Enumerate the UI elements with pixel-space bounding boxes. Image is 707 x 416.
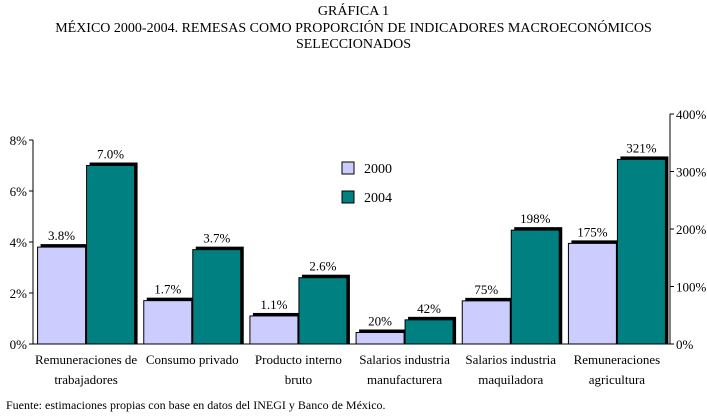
bar-2000 (461, 300, 511, 345)
legend-label: 2000 (364, 162, 392, 177)
source-note: Fuente: estimaciones propias con base en… (6, 398, 386, 412)
bar-2000 (355, 332, 405, 345)
right-axis-tick-label: 400% (676, 107, 707, 122)
bar-2004 (404, 319, 454, 345)
legend-label: 2004 (364, 191, 392, 206)
x-axis-category-label: Salarios industria (465, 352, 556, 367)
right-axis-tick-label: 0% (676, 337, 694, 352)
right-axis-tick-label: 100% (676, 280, 707, 295)
x-axis-category-label: trabajadores (54, 372, 118, 387)
bar-2000 (249, 315, 299, 345)
bar-2004 (510, 229, 560, 345)
data-label: 2.6% (309, 259, 336, 274)
x-axis-category-label: Salarios industria (359, 352, 450, 367)
left-axis-tick-label: 8% (10, 133, 28, 148)
bar-2004 (86, 165, 136, 345)
data-label: 3.7% (203, 231, 230, 246)
data-label: 198% (520, 211, 551, 226)
chart-title-line-2: MÉXICO 2000-2004. REMESAS COMO PROPORCIÓ… (55, 21, 652, 36)
left-axis-tick-label: 0% (10, 337, 28, 352)
bar-2004 (298, 277, 348, 345)
data-label: 321% (626, 140, 657, 155)
x-axis-category-label: manufacturera (367, 372, 442, 387)
bar-2004 (616, 158, 666, 345)
right-axis-tick-label: 200% (676, 222, 707, 237)
x-axis-category-label: Remuneraciones de (35, 352, 137, 367)
left-axis-tick-label: 6% (10, 184, 28, 199)
x-axis-category-label: Consumo privado (146, 352, 239, 367)
x-axis-category-label: Remuneraciones (574, 352, 661, 367)
x-axis-category-label: Producto interno (255, 352, 342, 367)
legend-swatch (341, 161, 355, 175)
x-axis-category-label: maquiladora (478, 372, 543, 387)
data-label: 75% (474, 282, 498, 297)
data-label: 175% (577, 224, 608, 239)
legend-swatch (341, 190, 355, 204)
chart-title-line-3: SELECCIONADOS (295, 37, 412, 52)
bar-2000 (567, 242, 617, 345)
data-label: 1.7% (154, 282, 181, 297)
bar-2000 (37, 246, 87, 345)
left-axis-tick-label: 4% (10, 235, 28, 250)
left-axis-tick-label: 2% (10, 286, 28, 301)
chart-title: GRÁFICA 1 (317, 4, 390, 19)
bar-2004 (192, 249, 242, 345)
data-label: 1.1% (260, 297, 287, 312)
data-label: 20% (368, 314, 392, 329)
x-axis-category-label: agricultura (589, 372, 646, 387)
data-label: 42% (417, 301, 441, 316)
data-label: 3.8% (48, 228, 75, 243)
bar-2000 (143, 300, 193, 345)
data-label: 7.0% (97, 147, 124, 162)
right-axis-tick-label: 300% (676, 165, 707, 180)
x-axis-category-label: bruto (285, 372, 312, 387)
